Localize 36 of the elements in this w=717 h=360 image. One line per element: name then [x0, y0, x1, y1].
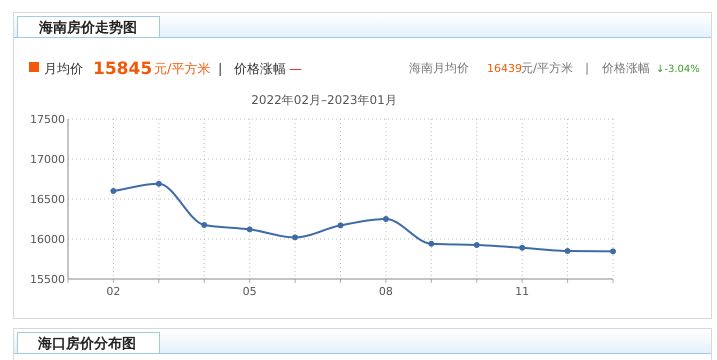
text: 16439	[487, 62, 522, 75]
text: 月均价	[44, 62, 83, 77]
x-tick-label: 02	[106, 285, 120, 298]
point	[519, 244, 526, 251]
point	[382, 216, 389, 222]
text: 元/平方米	[154, 61, 210, 77]
chart-title: 海南房价走势图	[38, 19, 137, 36]
point	[474, 242, 480, 248]
point	[110, 188, 116, 194]
text: |	[218, 62, 222, 77]
point	[246, 226, 253, 232]
y-tick-label: 17500	[30, 113, 65, 126]
y-tick-label: 15500	[30, 273, 65, 286]
x-tick-label: 05	[242, 285, 257, 298]
text: 元/平方米	[521, 61, 574, 75]
text: 15845	[93, 59, 152, 79]
point	[201, 222, 208, 228]
text: 海南月均价	[409, 61, 469, 75]
text: 价格涨幅	[601, 61, 650, 75]
text: |	[585, 61, 590, 75]
point	[610, 248, 616, 254]
point	[338, 222, 344, 228]
chart-subtitle: 2022年02月–2023年01月	[251, 93, 397, 107]
point	[428, 240, 434, 247]
text: 价格涨幅	[233, 62, 286, 77]
x-tick-label: 11	[515, 285, 530, 298]
text: —	[289, 62, 302, 77]
point	[292, 234, 298, 240]
text: ↓-3.04%	[656, 64, 700, 75]
y-tick-label: 16000	[30, 233, 65, 246]
x-tick-label: 08	[378, 285, 393, 298]
point	[156, 180, 162, 187]
text: 海口房价分布图	[37, 335, 136, 352]
y-tick-label: 17000	[30, 153, 65, 166]
point	[564, 248, 571, 254]
y-tick-label: 16500	[30, 193, 65, 206]
